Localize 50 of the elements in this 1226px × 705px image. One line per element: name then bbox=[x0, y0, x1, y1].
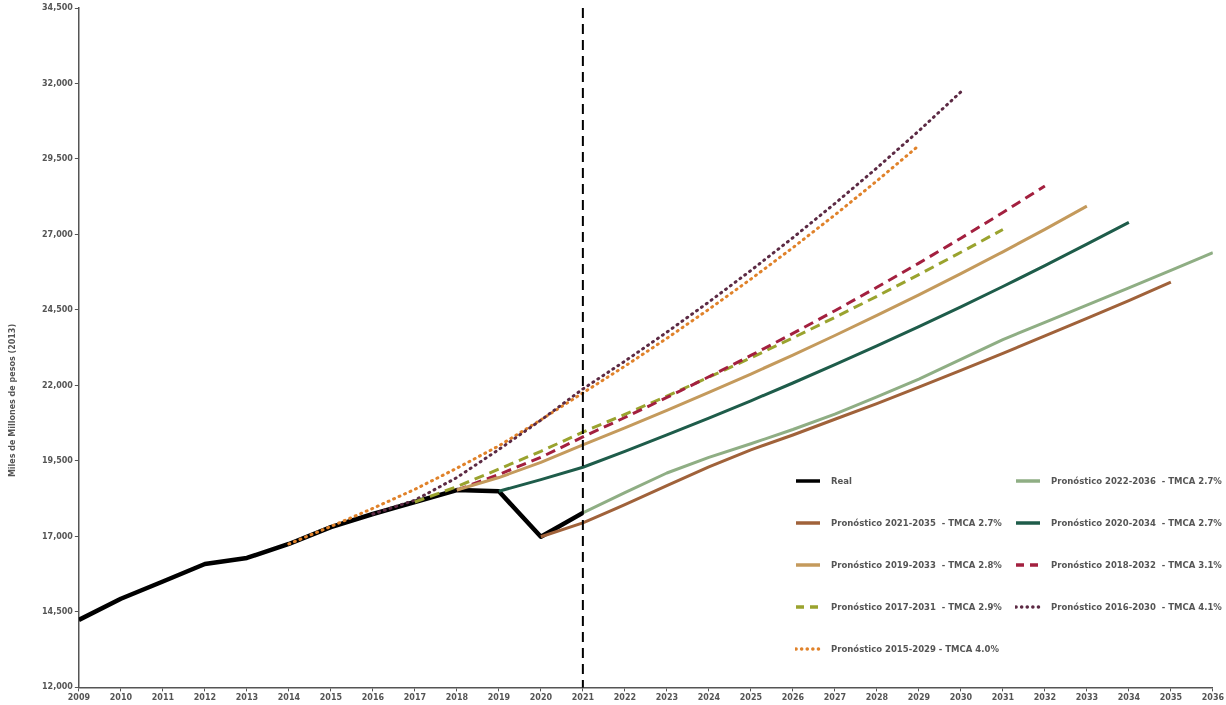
x-tick-label: 2034 bbox=[1117, 693, 1141, 703]
y-tick-label: 12,000 bbox=[42, 682, 74, 692]
x-tick-label: 2028 bbox=[865, 693, 889, 703]
x-tick-label: 2025 bbox=[739, 693, 763, 703]
x-tick-label: 2029 bbox=[907, 693, 931, 703]
legend-label: Pronóstico 2016-2030 - TMCA 4.1% bbox=[1051, 602, 1222, 612]
y-tick-label: 17,000 bbox=[42, 531, 74, 541]
legend-label: Pronóstico 2015-2029 - TMCA 4.0% bbox=[831, 644, 999, 654]
y-tick-label: 19,500 bbox=[42, 456, 74, 466]
y-tick-label: 14,500 bbox=[42, 606, 74, 616]
x-tick-label: 2021 bbox=[571, 693, 595, 703]
y-tick-label: 34,500 bbox=[42, 3, 74, 13]
x-tick-label: 2020 bbox=[529, 693, 553, 703]
x-tick-label: 2036 bbox=[1201, 693, 1225, 703]
legend-label: Pronóstico 2021-2035 - TMCA 2.7% bbox=[831, 518, 1002, 528]
legend-label: Pronóstico 2018-2032 - TMCA 3.1% bbox=[1051, 560, 1222, 570]
x-tick-label: 2032 bbox=[1033, 693, 1056, 703]
x-tick-label: 2014 bbox=[277, 693, 301, 703]
x-tick-label: 2013 bbox=[235, 693, 258, 703]
y-tick-label: 22,000 bbox=[42, 380, 74, 390]
y-tick-label: 24,500 bbox=[42, 305, 74, 315]
x-tick-label: 2012 bbox=[193, 693, 216, 703]
x-tick-label: 2009 bbox=[67, 693, 91, 703]
legend-label: Pronóstico 2022-2036 - TMCA 2.7% bbox=[1051, 476, 1222, 486]
x-tick-label: 2023 bbox=[655, 693, 678, 703]
y-axis-title: Miles de Millones de pesos (2013) bbox=[8, 323, 18, 477]
x-tick-label: 2022 bbox=[613, 693, 636, 703]
x-tick-label: 2018 bbox=[445, 693, 469, 703]
x-tick-label: 2035 bbox=[1159, 693, 1183, 703]
x-tick-label: 2024 bbox=[697, 693, 721, 703]
x-tick-label: 2016 bbox=[361, 693, 385, 703]
x-tick-label: 2030 bbox=[949, 693, 973, 703]
legend-label: Pronóstico 2017-2031 - TMCA 2.9% bbox=[831, 602, 1002, 612]
x-tick-label: 2011 bbox=[151, 693, 175, 703]
y-tick-label: 27,000 bbox=[42, 229, 74, 239]
line-series bbox=[413, 227, 1005, 504]
x-tick-label: 2015 bbox=[319, 693, 343, 703]
x-tick-label: 2027 bbox=[823, 693, 846, 703]
x-tick-label: 2019 bbox=[487, 693, 511, 703]
line-series bbox=[371, 90, 963, 516]
legend-label: Pronóstico 2019-2033 - TMCA 2.8% bbox=[831, 560, 1002, 570]
x-tick-label: 2033 bbox=[1075, 693, 1098, 703]
y-tick-label: 29,500 bbox=[42, 154, 74, 164]
y-tick-label: 32,000 bbox=[42, 78, 74, 88]
x-tick-label: 2026 bbox=[781, 693, 805, 703]
x-tick-label: 2010 bbox=[109, 693, 133, 703]
x-tick-label: 2017 bbox=[403, 693, 426, 703]
x-tick-label: 2031 bbox=[991, 693, 1015, 703]
legend-label: Real bbox=[831, 476, 852, 486]
legend-label: Pronóstico 2020-2034 - TMCA 2.7% bbox=[1051, 518, 1222, 528]
